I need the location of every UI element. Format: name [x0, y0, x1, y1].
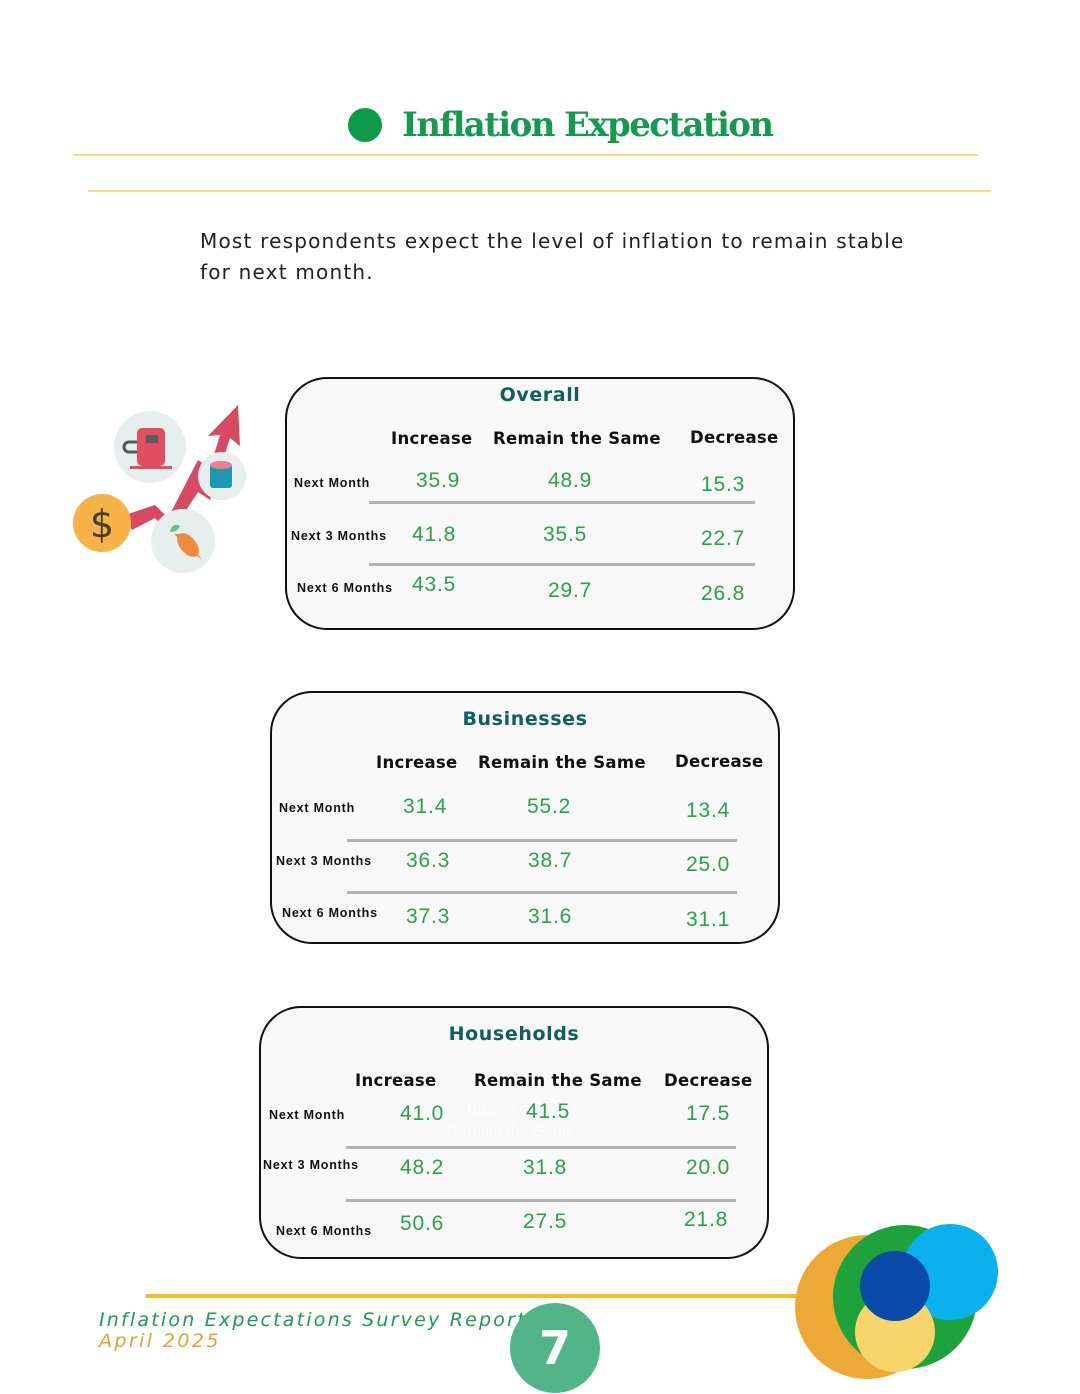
column-header-remain: Remain the Same: [493, 429, 661, 448]
value-cell: 50.6: [400, 1212, 445, 1235]
column-header-increase: Increase: [376, 753, 458, 772]
value-cell: 13.4: [686, 799, 731, 822]
value-cell: 31.1: [686, 908, 731, 931]
ghost-text: Busine: [467, 1101, 516, 1118]
row-separator: [369, 501, 755, 504]
businesses-table-card: Businesses Increase Remain the Same Decr…: [270, 691, 780, 944]
value-cell: 37.3: [406, 905, 451, 928]
value-cell: 27.5: [523, 1210, 568, 1233]
value-cell: 17.5: [686, 1102, 731, 1125]
title-bullet-icon: [348, 108, 382, 142]
card-title: Businesses: [462, 708, 588, 730]
decorative-circles-logo: [795, 1222, 1005, 1389]
value-cell: 48.2: [400, 1156, 445, 1179]
intro-paragraph: Most respondents expect the level of inf…: [200, 229, 905, 284]
column-header-decrease: Decrease: [664, 1071, 753, 1090]
fuel-pump-icon: [114, 411, 186, 483]
value-cell: 35.5: [543, 523, 588, 546]
svg-text:$: $: [90, 502, 114, 546]
row-separator: [346, 1199, 736, 1202]
page-number-badge: 7: [510, 1303, 600, 1393]
column-header-increase: Increase: [391, 429, 473, 448]
value-cell: 38.7: [528, 849, 573, 872]
row-separator: [369, 563, 755, 566]
row-label-next-month: Next Month: [269, 1108, 346, 1122]
value-cell: 22.7: [701, 527, 746, 550]
value-cell: 21.8: [684, 1208, 729, 1231]
value-cell: 35.9: [416, 469, 461, 492]
value-cell: 26.8: [701, 582, 746, 605]
value-cell: 20.0: [686, 1156, 731, 1179]
overall-table-card: Overall Increase Remain the Same Decreas…: [285, 377, 795, 630]
value-cell: 41.5: [526, 1100, 571, 1123]
value-cell: 43.5: [412, 573, 457, 596]
value-cell: 29.7: [548, 579, 593, 602]
value-cell: 15.3: [701, 473, 746, 496]
dollar-coin-icon: $: [73, 494, 131, 552]
can-icon: [198, 452, 246, 500]
row-separator: [346, 1146, 736, 1149]
footer-rule: [146, 1294, 846, 1298]
page-header: Inflation Expectation: [348, 100, 774, 150]
value-cell: 25.0: [686, 853, 731, 876]
value-cell: 36.3: [406, 849, 451, 872]
column-header-remain: Remain the Same: [478, 753, 646, 772]
footer-date: April 2025: [99, 1330, 221, 1352]
row-label-next-3-months: Next 3 Months: [291, 529, 387, 543]
page-title: Inflation Expectation: [402, 105, 774, 145]
row-separator: [347, 839, 737, 842]
value-cell: 55.2: [527, 795, 572, 818]
column-header-remain: Remain the Same: [474, 1071, 642, 1090]
value-cell: 48.9: [548, 469, 593, 492]
row-label-next-3-months: Next 3 Months: [263, 1158, 359, 1172]
row-label-next-3-months: Next 3 Months: [276, 854, 372, 868]
column-header-decrease: Decrease: [675, 752, 764, 771]
footer-report-title: Inflation Expectations Survey Report: [99, 1309, 527, 1331]
header-rule-top: [73, 154, 978, 156]
inflation-illustration: $: [70, 400, 260, 580]
row-label-next-6-months: Next 6 Months: [282, 906, 378, 920]
column-header-decrease: Decrease: [690, 428, 779, 447]
card-title: Households: [448, 1023, 580, 1045]
value-cell: 41.0: [400, 1102, 445, 1125]
header-rule-bottom: [88, 190, 991, 192]
value-cell: 41.8: [412, 523, 457, 546]
carrot-icon: [151, 509, 215, 573]
row-label-next-6-months: Next 6 Months: [276, 1224, 372, 1238]
column-header-increase: Increase: [355, 1071, 437, 1090]
row-label-next-month: Next Month: [294, 476, 371, 490]
households-table-card: Households Increase Remain the Same Decr…: [259, 1006, 769, 1259]
card-title: Overall: [499, 384, 581, 406]
ghost-text: Remain the Same: [447, 1123, 576, 1140]
row-label-next-6-months: Next 6 Months: [297, 581, 393, 595]
value-cell: 31.4: [403, 795, 448, 818]
value-cell: 31.6: [528, 905, 573, 928]
row-label-next-month: Next Month: [279, 801, 356, 815]
value-cell: 31.8: [523, 1156, 568, 1179]
row-separator: [347, 891, 737, 894]
